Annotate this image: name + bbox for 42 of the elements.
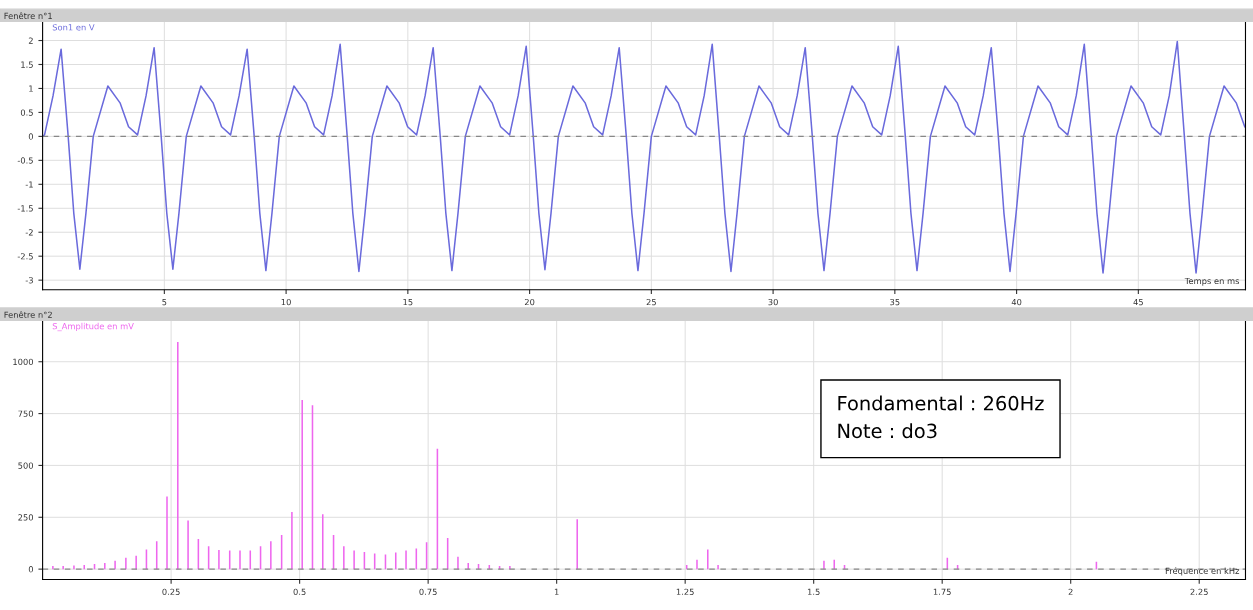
y-tick-label: -2 [25, 229, 33, 236]
x-tick-label: 45 [1133, 299, 1143, 306]
y-tick-label: -0.5 [17, 157, 33, 164]
x-tick-label: 1.5 [807, 588, 820, 595]
y-tick-label: 1000 [13, 358, 34, 366]
x-tick-label: 35 [890, 298, 900, 306]
x-tick-label: 15 [403, 299, 413, 306]
y-tick-label: 0 [28, 133, 34, 140]
x-tick-label: 30 [768, 298, 778, 306]
y-axis-title: S_Amplitude en mV [52, 322, 134, 332]
x-axis-title: Fréquence en kHz [1165, 567, 1240, 576]
x-tick-label: 1.75 [933, 588, 951, 595]
y-tick-label: 750 [18, 410, 34, 417]
x-tick-label: 0.75 [419, 588, 437, 595]
line-series [42, 40, 1246, 274]
y-tick-label: 1 [29, 85, 33, 92]
x-tick-label: 0.5 [293, 588, 306, 595]
x-tick-label: 0.25 [162, 588, 180, 595]
x-tick-label: 2.25 [1190, 588, 1208, 595]
x-tick-label: 40 [1011, 298, 1022, 306]
y-tick-label: -1 [25, 181, 33, 188]
y-tick-label: -3 [25, 277, 33, 284]
x-tick-label: 10 [281, 298, 291, 306]
y-tick-label: 0.5 [20, 109, 33, 116]
x-tick-label: 25 [646, 298, 656, 306]
x-tick-label: 5 [162, 299, 167, 306]
y-tick-label: 2 [28, 37, 33, 44]
chart-title: Fenêtre n°1 [4, 12, 52, 20]
x-tick-label: 1.25 [676, 588, 694, 595]
y-tick-label: -2.5 [17, 253, 33, 260]
y-tick-label: 0 [28, 566, 34, 573]
x-axis-title: Temps en ms [1184, 277, 1240, 286]
y-tick-label: 250 [18, 514, 34, 521]
y-axis-title: Son1 en V [52, 24, 95, 31]
x-tick-label: 2 [1068, 588, 1073, 595]
chart-title: Fenêtre n°2 [4, 311, 52, 318]
annotation: Fondamental : 260Hz Note : do3 [838, 395, 1044, 439]
y-tick-label: 1.5 [21, 61, 33, 68]
y-tick-label: 500 [18, 462, 34, 469]
x-tick-label: 1 [554, 588, 559, 595]
x-tick-label: 20 [524, 298, 535, 306]
y-tick-label: -1.5 [17, 205, 33, 212]
